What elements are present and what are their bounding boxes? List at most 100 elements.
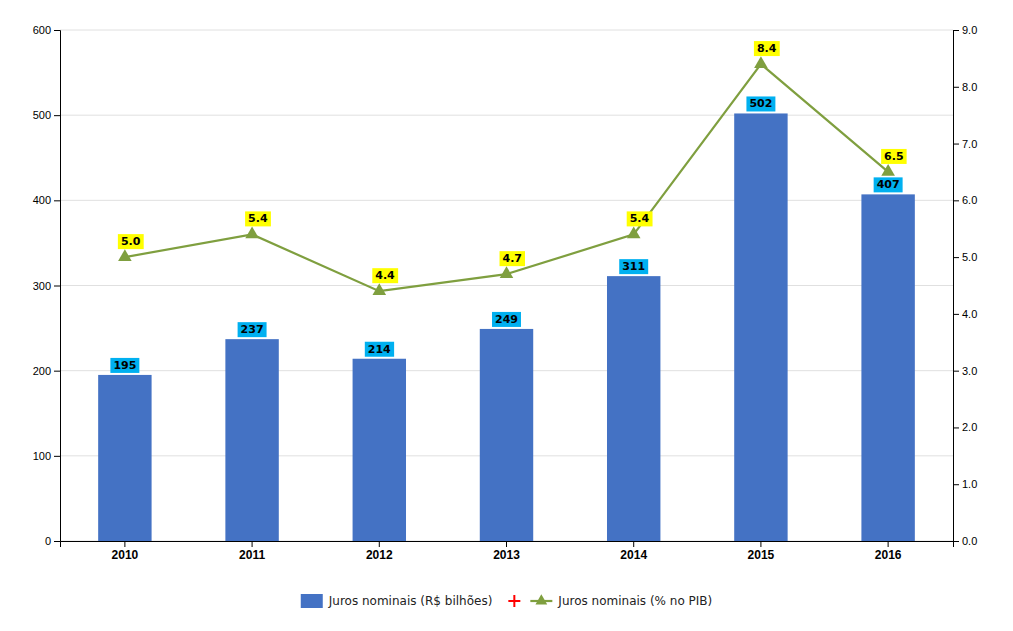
marker [500,266,514,278]
data-label-bg [118,234,144,249]
y2-tick: 5.0 [953,251,977,263]
x-tick: 2011 [239,541,265,562]
data-label: 5.4 [245,211,271,226]
y-tick-mark [54,286,60,287]
y2-tick: 8.0 [953,81,977,93]
y-tick-label: 300 [33,280,51,292]
bar [225,339,278,541]
data-label: 502 [746,96,775,111]
x-tick-label: 2013 [493,548,520,562]
y-tick: 200 [33,365,60,377]
y2-tick-mark [953,200,959,201]
data-label: 407 [874,177,903,192]
data-label-text: 214 [368,343,391,356]
marks [98,56,915,541]
y2-tick: 9.0 [953,24,977,36]
y2-tick-mark [953,541,959,542]
data-label-text: 249 [495,313,518,326]
y2-tick: 2.0 [953,421,977,433]
x-tick-label: 2016 [875,548,902,562]
legend-label: Juros nominais (R$ bilhões) [328,594,493,608]
bar [480,329,533,541]
data-label-bg [365,342,394,357]
y2-axis: 0.01.02.03.04.05.06.07.08.09.0 [953,24,977,547]
data-label-text: 5.4 [248,212,268,225]
y2-tick: 3.0 [953,365,977,377]
y-tick-label: 600 [33,24,51,36]
data-label: 6.5 [881,149,907,164]
x-tick: 2015 [748,541,775,562]
data-label-text: 195 [113,359,136,372]
data-label: 195 [110,358,139,373]
y2-tick: 4.0 [953,308,977,320]
legend-swatch-marker [535,594,547,604]
y-tick-mark [54,456,60,457]
data-label-text: 237 [241,323,264,336]
y-tick: 300 [33,280,60,292]
data-label-text: 502 [749,97,772,110]
data-label: 214 [365,342,394,357]
y2-tick: 6.0 [953,194,977,206]
data-label-bg [754,41,780,56]
y2-tick: 1.0 [953,478,977,490]
y-axis-line [54,31,61,542]
marker [372,283,386,295]
data-label-bg [746,96,775,111]
grid-line [60,200,953,201]
y-tick-label: 400 [33,194,51,206]
y2-tick-mark [953,144,959,145]
y2-tick-mark [953,314,959,315]
bar [98,375,151,541]
data-label-bg [500,251,526,266]
data-label-bg [110,358,139,373]
x-tick-mark [506,541,507,547]
y2-tick-label: 5.0 [962,251,977,263]
data-label-text: 407 [877,178,900,191]
grid-line [60,115,953,116]
data-label: 5.4 [627,211,653,226]
y-tick: 500 [33,109,60,121]
grid-line [60,285,953,286]
x-tick: 2010 [112,541,139,562]
x-tick-label: 2012 [366,548,393,562]
data-label-bg [881,149,907,164]
chart: 2010 2011 2012 2013 2014 2015 2016 0 100 200 300 40… [0,0,1013,631]
y2-tick-label: 9.0 [962,24,977,36]
y-tick-label: 100 [33,450,51,462]
data-label-text: 311 [622,260,645,273]
y2-tick-label: 6.0 [962,194,977,206]
y-tick-mark [54,200,60,201]
y-tick: 100 [33,450,60,462]
data-label-text: 6.5 [884,150,904,163]
y2-tick-label: 1.0 [962,478,977,490]
x-axis-line [61,542,954,548]
y2-tick-mark [953,87,959,88]
data-label-bg [874,177,903,192]
bar [734,113,787,541]
data-label-bg [627,211,653,226]
x-tick-label: 2011 [239,548,265,562]
data-label-text: 5.4 [630,212,650,225]
line [125,64,888,291]
legend: Juros nominais (R$ bilhões)Juros nominai… [301,594,712,608]
y-tick-mark [54,115,60,116]
x-tick-label: 2010 [112,548,139,562]
y-tick-label: 500 [33,109,51,121]
x-tick-mark [124,541,125,547]
y2-tick-mark [953,30,959,31]
x-tick: 2012 [366,541,393,562]
y2-tick-label: 2.0 [962,421,977,433]
x-tick-mark [252,541,253,547]
data-label: 5.0 [118,234,144,249]
data-label-bg [238,322,267,337]
x-tick-label: 2015 [748,548,775,562]
y2-tick-label: 3.0 [962,365,977,377]
y-tick-label: 0 [45,535,51,547]
y2-tick-mark [953,257,959,258]
y-tick: 600 [33,24,60,36]
y-tick-mark [54,371,60,372]
y-tick-mark [54,541,60,542]
x-tick-label: 2014 [620,548,647,562]
x-tick-mark [760,541,761,547]
plot: 2010 2011 2012 2013 2014 2015 2016 0 100 200 300 40… [33,24,978,562]
